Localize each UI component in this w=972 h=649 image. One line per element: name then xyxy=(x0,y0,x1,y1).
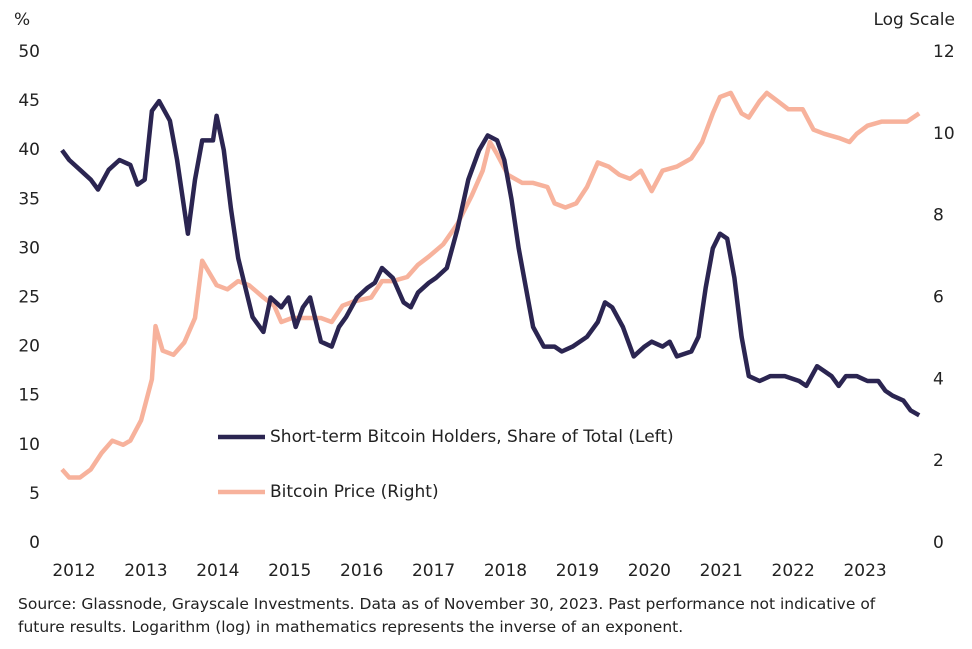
y2-tick-label: 8 xyxy=(933,206,944,226)
y-tick-label: 5 xyxy=(29,484,40,504)
legend-label: Short-term Bitcoin Holders, Share of Tot… xyxy=(270,427,674,447)
y2-tick-label: 10 xyxy=(933,124,955,144)
y2-tick-label: 4 xyxy=(933,369,944,389)
y-tick-label: 0 xyxy=(29,533,40,553)
y-tick-label: 10 xyxy=(18,435,40,455)
x-tick-label: 2020 xyxy=(628,561,671,581)
series-line xyxy=(60,98,921,418)
x-tick-label: 2016 xyxy=(340,561,383,581)
x-tick-label: 2014 xyxy=(196,561,239,581)
y2-tick-label: 12 xyxy=(933,42,955,62)
legend-label: Bitcoin Price (Right) xyxy=(270,482,439,502)
y-tick-label: 35 xyxy=(18,189,40,209)
x-tick-label: 2021 xyxy=(700,561,743,581)
y2-tick-label: 0 xyxy=(933,533,944,553)
y-tick-label: 40 xyxy=(18,140,40,160)
y-tick-label: 30 xyxy=(18,238,40,258)
x-tick-label: 2018 xyxy=(484,561,527,581)
series-line xyxy=(60,90,921,480)
x-tick-label: 2017 xyxy=(412,561,455,581)
y-tick-label: 45 xyxy=(18,91,40,111)
y-tick-label: 20 xyxy=(18,337,40,357)
x-tick-label: 2022 xyxy=(772,561,815,581)
x-tick-label: 2023 xyxy=(843,561,886,581)
page: % Log Scale 0 5 10 15 20 25 30 35 40 45 50 0 2 4 6 8 10 1… xyxy=(14,10,955,636)
y2-axis-title: Log Scale xyxy=(873,10,955,30)
x-tick-label: 2015 xyxy=(268,561,311,581)
y2-tick-label: 2 xyxy=(933,451,944,471)
source-note: Source: Glassnode, Grayscale Investments… xyxy=(18,595,876,636)
y-tick-label: 25 xyxy=(18,288,40,308)
y-tick-label: 50 xyxy=(18,42,40,62)
x-tick-label: 2013 xyxy=(124,561,167,581)
x-tick-label: 2019 xyxy=(556,561,599,581)
chart: % Log Scale 0 5 10 15 20 25 30 35 40 45 50 0 2 4 6 8 10 1… xyxy=(14,10,955,581)
y-tick-label: 15 xyxy=(18,386,40,406)
y2-tick-label: 6 xyxy=(933,288,944,308)
y-axis-title: % xyxy=(14,10,30,30)
x-tick-label: 2012 xyxy=(52,561,95,581)
